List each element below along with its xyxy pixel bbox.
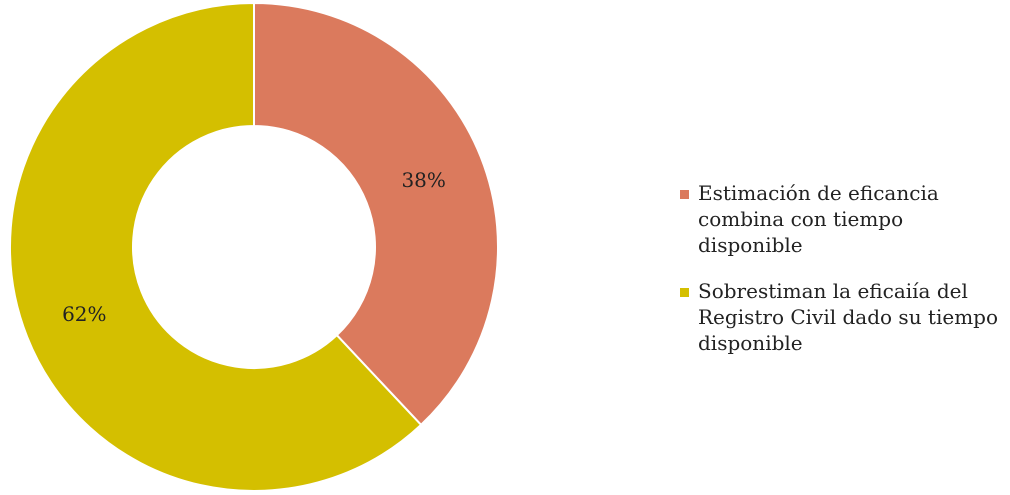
slice-labels: 38% 62% [62, 168, 446, 326]
slice-label-estimacion: 38% [401, 168, 445, 192]
legend-label-estimacion: Estimación de eficancia combina con tiem… [698, 181, 939, 257]
donut-slices [9, 1, 499, 492]
legend-item-sobrestiman: Sobrestiman la eficaiía del Registro Civ… [680, 278, 1005, 356]
legend-swatch-sobrestiman [680, 288, 689, 297]
slice-estimacion [253, 1, 499, 427]
legend-swatch-estimacion [680, 190, 689, 199]
legend-item-estimacion: Estimación de eficancia combina con tiem… [680, 180, 1005, 258]
slice-label-sobrestiman: 62% [62, 302, 106, 326]
legend-label-sobrestiman: Sobrestiman la eficaiía del Registro Civ… [698, 279, 999, 355]
slice-sobrestiman [9, 1, 423, 492]
chart-legend: Estimación de eficancia combina con tiem… [680, 180, 1005, 376]
